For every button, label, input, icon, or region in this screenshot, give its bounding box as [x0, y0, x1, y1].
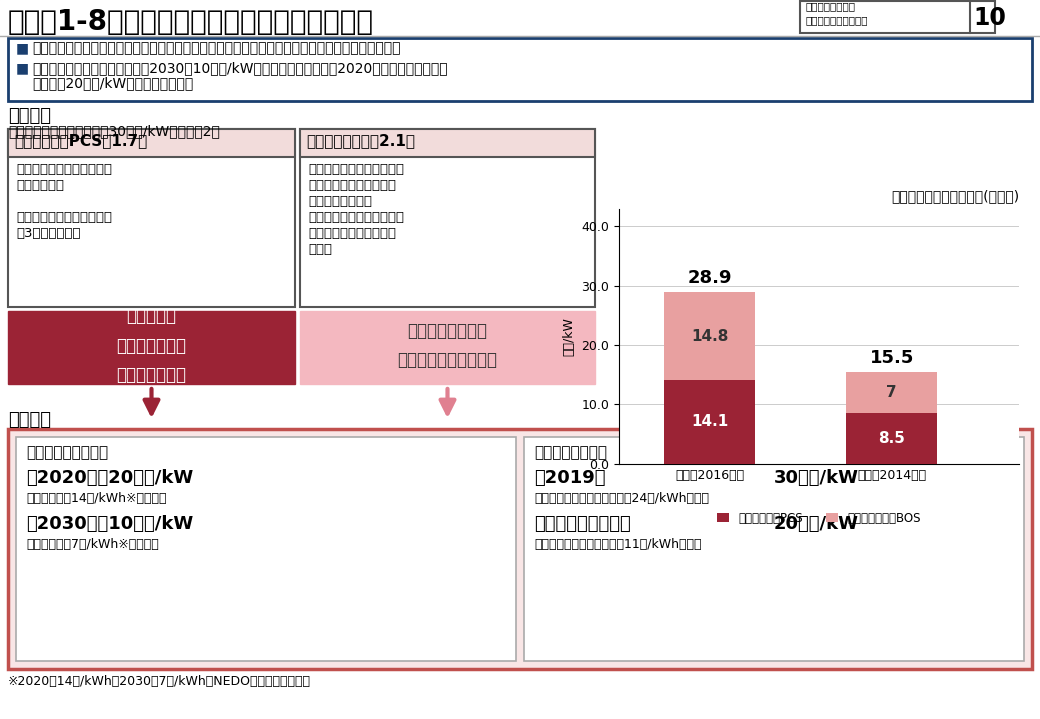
Text: ・2030年　10万円/kW: ・2030年 10万円/kW: [26, 515, 193, 533]
Bar: [0, 0, 1040, 34]
Text: （発電コスト14円/kWh※に相当）: （発電コスト14円/kWh※に相当）: [26, 492, 166, 505]
Text: ・太陽光専門の施工事業者: ・太陽光専門の施工事業者: [308, 163, 404, 176]
Text: ※2020年14円/kWh、2030年7円/kWhはNEDO技術開発戦略目標: ※2020年14円/kWh、2030年7円/kWhはNEDO技術開発戦略目標: [8, 675, 311, 688]
Text: 10: 10: [973, 6, 1007, 30]
Text: 現行のシステム費用は、約30万円/kWで欧州の2倍: 現行のシステム費用は、約30万円/kWで欧州の2倍: [8, 124, 219, 138]
Text: 15.5: 15.5: [869, 349, 914, 367]
Bar: [16, 437, 516, 661]
Text: 太陽光発電競争力
強化研究会とりまとめ: 太陽光発電競争力 強化研究会とりまとめ: [805, 1, 867, 25]
Bar: [300, 129, 595, 307]
Text: ・2020年　20万円/kW: ・2020年 20万円/kW: [26, 469, 193, 487]
Text: 【現状】: 【現状】: [8, 107, 51, 125]
Text: （発電コスト7円/kWh※に相当）: （発電コスト7円/kWh※に相当）: [26, 538, 159, 551]
Text: ・出来るだけ早期に: ・出来るだけ早期に: [534, 515, 630, 533]
Text: ・国際流通商品でも内外価: ・国際流通商品でも内外価: [16, 163, 112, 176]
Text: 格差が存在。: 格差が存在。: [16, 179, 64, 192]
Text: 化されていない。: 化されていない。: [308, 195, 372, 208]
Bar: [300, 311, 595, 384]
Bar: [847, 413, 937, 464]
Text: 20万円/kW: 20万円/kW: [774, 515, 859, 533]
Text: ・2019年: ・2019年: [534, 469, 605, 487]
Text: ■: ■: [16, 41, 29, 55]
Text: 30万円/kW: 30万円/kW: [774, 469, 859, 487]
Text: モジュール・PCS：1.7倍: モジュール・PCS：1.7倍: [14, 133, 148, 148]
Bar: [8, 129, 295, 307]
Text: ＜住宅用太陽光＞: ＜住宅用太陽光＞: [534, 445, 607, 460]
Text: 日欧のシステム費用比較(非住宅): 日欧のシステム費用比較(非住宅): [891, 189, 1019, 203]
Text: 8.5: 8.5: [879, 431, 905, 446]
Text: ・住宅用は過剰な流通構造: ・住宅用は過剰な流通構造: [16, 211, 112, 224]
Text: ＜非住宅用太陽光＞: ＜非住宅用太陽光＞: [26, 445, 108, 460]
Text: も少なく、工法等が最適: も少なく、工法等が最適: [308, 179, 396, 192]
Text: 7: 7: [886, 385, 898, 400]
Bar: [0, 0, 1040, 34]
Text: 28.9: 28.9: [687, 270, 732, 288]
Bar: [300, 129, 595, 157]
Bar: [8, 429, 1032, 669]
Bar: [8, 38, 1032, 101]
Text: 費増。: 費増。: [308, 243, 332, 256]
Text: で3倍の価格差。: で3倍の価格差。: [16, 227, 80, 240]
Text: 欧州の約２倍のシステム費用を大幅に引き下げ、市場価格水準をそれぞれ達成。　　（＝自立化）: 欧州の約２倍のシステム費用を大幅に引き下げ、市場価格水準をそれぞれ達成。 （＝自…: [32, 41, 400, 55]
Text: 14.8: 14.8: [692, 329, 728, 344]
Text: （参考1-8）太陽光発電のコスト低減イメージ: （参考1-8）太陽光発電のコスト低減イメージ: [8, 8, 374, 36]
Bar: [8, 311, 295, 384]
Text: 競争促進と
技術開発により
国際価格に収斂: 競争促進と 技術開発により 国際価格に収斂: [116, 307, 186, 384]
Y-axis label: 万円/kW: 万円/kW: [563, 316, 576, 356]
Bar: [800, 1, 995, 33]
Text: このため、非住宅については、2030年10万円/kW、住宅用については、2020年以降できるだけ早: このため、非住宅については、2030年10万円/kW、住宅用については、2020…: [32, 61, 447, 75]
Text: 工事費・架台等：2.1倍: 工事費・架台等：2.1倍: [306, 133, 415, 148]
Bar: [847, 372, 937, 413]
Text: 工法等の最適化、
技術開発等により低減: 工法等の最適化、 技術開発等により低減: [397, 322, 497, 369]
Text: （売電価格が家庭用電力料金24円/kWh並み）: （売電価格が家庭用電力料金24円/kWh並み）: [534, 492, 709, 505]
Bar: [524, 437, 1024, 661]
Text: 14.1: 14.1: [692, 414, 728, 429]
Text: （売電価格が電力市場価格11円/kWh並み）: （売電価格が電力市場価格11円/kWh並み）: [534, 538, 702, 551]
Text: い時期に20万円/kWの達成を目指す。: い時期に20万円/kWの達成を目指す。: [32, 76, 193, 90]
Bar: [8, 129, 295, 157]
Text: ■: ■: [16, 61, 29, 75]
Text: ・日本特有の災害対応や土: ・日本特有の災害対応や土: [308, 211, 404, 224]
Text: 地環境による工事・架台: 地環境による工事・架台: [308, 227, 396, 240]
Text: 【目標】: 【目標】: [8, 411, 51, 429]
Bar: [665, 380, 755, 464]
Legend: モジュール・PCS, 工事費・架台・BOS: モジュール・PCS, 工事費・架台・BOS: [712, 507, 926, 529]
Bar: [665, 292, 755, 380]
